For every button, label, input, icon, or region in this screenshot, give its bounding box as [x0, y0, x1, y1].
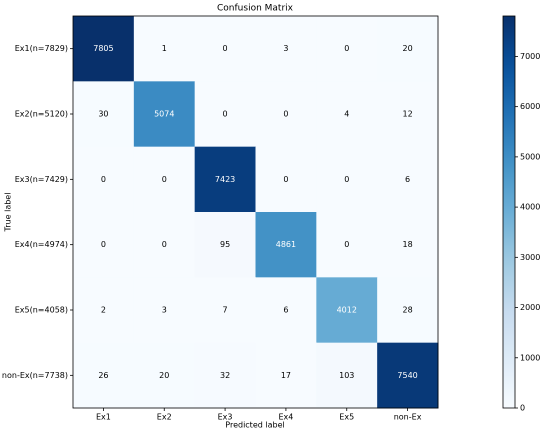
cell-label: 28 — [402, 306, 412, 315]
colorbar-tick-label: 5000 — [520, 152, 540, 161]
cell-label: 7 — [223, 306, 228, 315]
cell-label: 103 — [339, 371, 354, 380]
colorbar-tick-label: 2000 — [520, 303, 540, 312]
cell — [194, 16, 256, 82]
cell-label: 0 — [283, 110, 288, 119]
cell — [255, 81, 317, 148]
cell — [377, 342, 439, 409]
cell — [316, 146, 378, 213]
y-tick-label: Ex3(n=7429) — [15, 175, 68, 184]
cell — [73, 81, 135, 148]
x-tick-label: Ex2 — [157, 413, 172, 422]
cell-label: 2 — [101, 306, 106, 315]
cell-label: 12 — [402, 110, 412, 119]
cell — [133, 16, 196, 82]
cell-label: 1 — [162, 44, 167, 53]
chart-title: Confusion Matrix — [217, 4, 294, 14]
cell-label: 20 — [402, 44, 412, 53]
cell-label: 95 — [220, 240, 230, 249]
cell-label: 4 — [344, 110, 349, 119]
cell — [316, 212, 378, 278]
y-tick-label: Ex5(n=4058) — [15, 306, 68, 315]
cell-label: 0 — [101, 240, 106, 249]
cell — [133, 342, 196, 409]
cell — [316, 81, 378, 148]
cell — [194, 146, 256, 213]
cell — [255, 146, 317, 213]
cell — [194, 212, 256, 278]
cell-label: 6 — [405, 175, 410, 184]
cell-label: 0 — [101, 175, 106, 184]
cell — [73, 212, 135, 278]
cell — [377, 277, 439, 344]
cell — [73, 277, 135, 344]
cell — [194, 277, 256, 344]
plot-frame — [72, 15, 439, 409]
cell — [73, 342, 135, 409]
cell — [377, 16, 439, 82]
cell-label: 7423 — [215, 175, 235, 184]
cell — [255, 16, 317, 82]
x-tick-label: Ex5 — [339, 413, 354, 422]
y-tick-label: Ex4(n=4974) — [15, 240, 68, 249]
cell-label: 3 — [283, 44, 288, 53]
cell-label: 7540 — [397, 371, 417, 380]
colorbar-tick-label: 1000 — [520, 353, 540, 362]
x-tick-label: non-Ex — [394, 413, 422, 422]
colorbar-tick-label: 3000 — [520, 253, 540, 262]
cell — [73, 16, 135, 82]
cell — [316, 277, 378, 344]
cell-label: 0 — [283, 175, 288, 184]
y-tick-label: Ex1(n=7829) — [15, 44, 68, 53]
cell — [133, 277, 196, 344]
cell-label: 6 — [283, 306, 288, 315]
cell — [255, 212, 317, 278]
cell — [194, 342, 256, 409]
cell-label: 3 — [162, 306, 167, 315]
cell — [133, 81, 196, 148]
cell-label: 0 — [162, 240, 167, 249]
cell — [377, 212, 439, 278]
colorbar-tick-label: 4000 — [520, 203, 540, 212]
colorbar-tick-label: 6000 — [520, 102, 540, 111]
y-axis-label: True label — [4, 193, 13, 233]
cell — [377, 81, 439, 148]
cell — [133, 146, 196, 213]
x-tick-label: Ex4 — [278, 413, 293, 422]
cell — [316, 342, 378, 409]
cell-label: 0 — [223, 110, 228, 119]
cell-label: 7805 — [93, 44, 113, 53]
cell — [255, 277, 317, 344]
cell-label: 17 — [281, 371, 291, 380]
cell-label: 0 — [223, 44, 228, 53]
x-tick-label: Ex1 — [96, 413, 111, 422]
y-tick-label: Ex2(n=5120) — [15, 110, 68, 119]
cell-label: 5074 — [154, 110, 174, 119]
cell — [316, 16, 378, 82]
cell-label: 0 — [344, 240, 349, 249]
colorbar — [502, 15, 516, 409]
cell-label: 0 — [344, 44, 349, 53]
cell-label: 0 — [162, 175, 167, 184]
cell — [255, 342, 317, 409]
y-tick-label: non-Ex(n=7738) — [2, 371, 68, 380]
cell-label: 18 — [402, 240, 412, 249]
cell — [133, 212, 196, 278]
cell-label: 4861 — [276, 240, 296, 249]
cell-label: 0 — [344, 175, 349, 184]
x-tick-label: Ex3 — [218, 413, 233, 422]
cell-label: 20 — [159, 371, 169, 380]
colorbar-tick-label: 7000 — [520, 52, 540, 61]
cell-label: 4012 — [337, 306, 357, 315]
cell — [194, 81, 256, 148]
cell-label: 26 — [98, 371, 108, 380]
cell — [377, 146, 439, 213]
cell — [73, 146, 135, 213]
cell-label: 30 — [98, 110, 108, 119]
cell-label: 32 — [220, 371, 230, 380]
x-axis-label: Predicted label — [225, 421, 284, 430]
colorbar-tick-label: 0 — [520, 404, 525, 413]
